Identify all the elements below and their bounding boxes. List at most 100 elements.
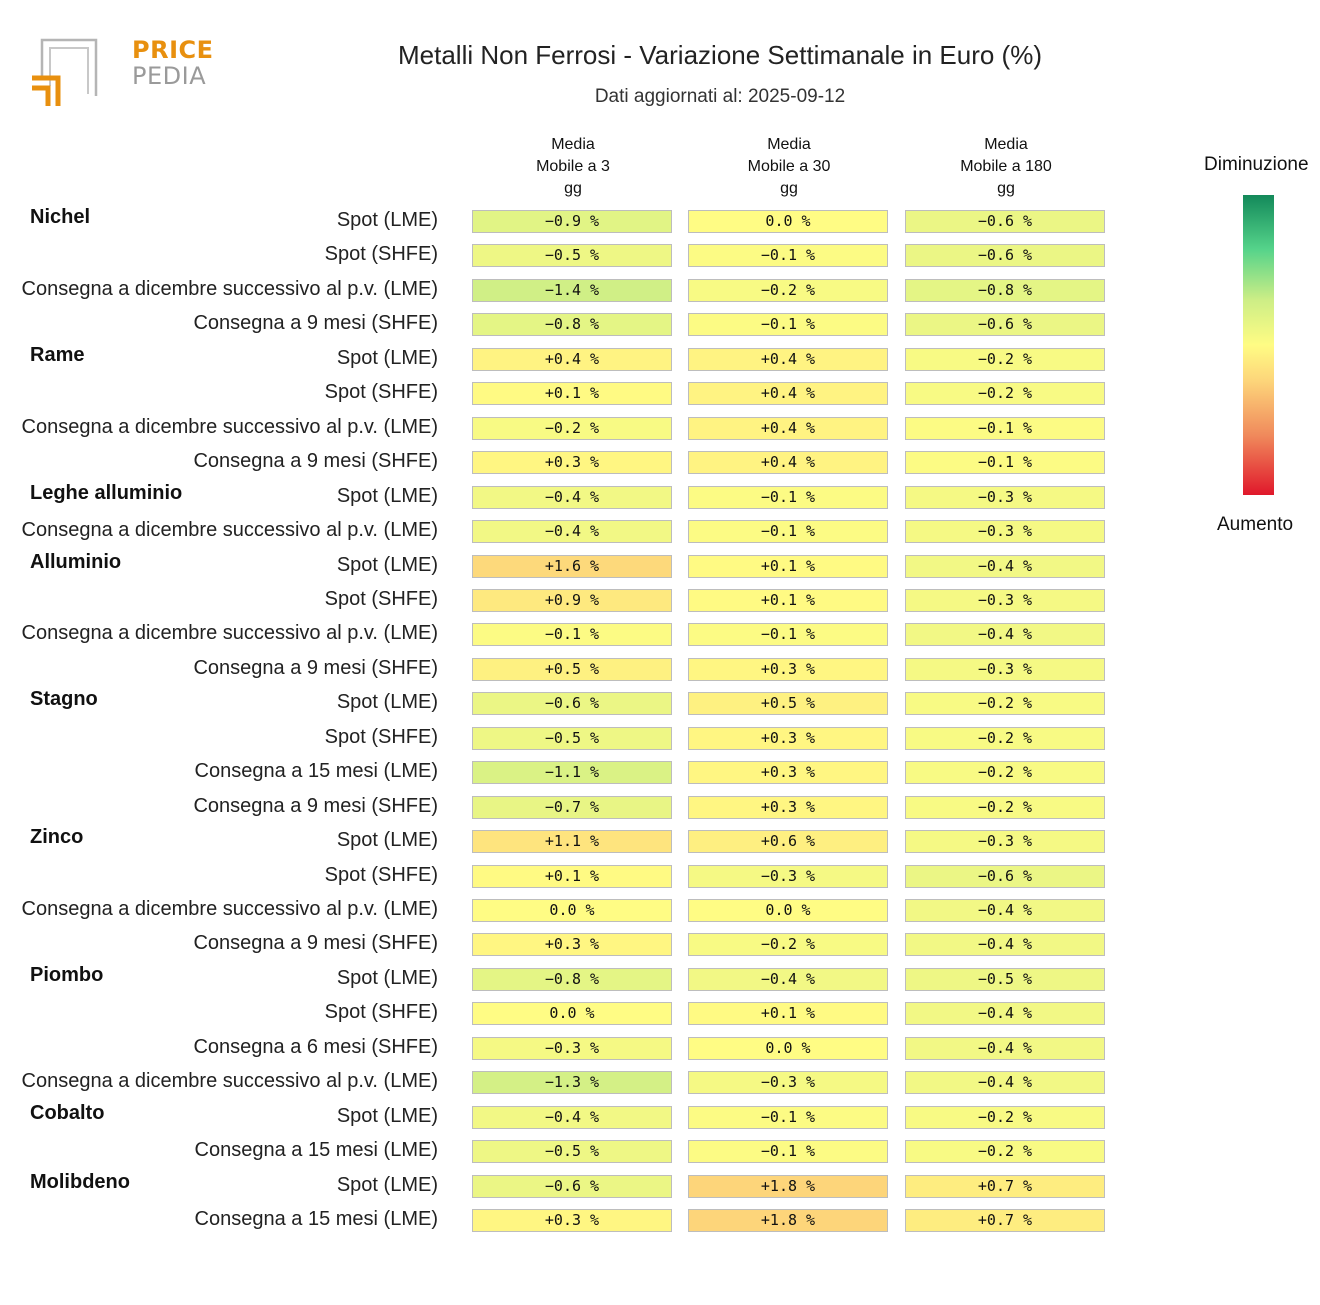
value-cell: +0.4 % — [688, 416, 888, 440]
value-cell: −0.6 % — [905, 210, 1105, 233]
value-cell: −0.5 % — [905, 967, 1105, 991]
value-cell: +0.5 % — [472, 657, 672, 681]
value-cell: +1.1 % — [472, 830, 672, 854]
value-cell: −0.1 % — [688, 313, 888, 337]
row-label: Consegna a 9 mesi (SHFE) — [193, 450, 438, 473]
value-cell: −0.9 % — [472, 210, 672, 233]
metal-group-label: Cobalto — [30, 1101, 105, 1124]
value-cell: +0.1 % — [472, 864, 672, 888]
value-cell: 0.0 % — [688, 210, 888, 233]
metal-group-label: Piombo — [30, 963, 104, 986]
metal-group-label: Alluminio — [30, 550, 122, 573]
row-label: Consegna a 9 mesi (SHFE) — [193, 656, 438, 679]
row-label: Consegna a dicembre successivo al p.v. (… — [21, 898, 438, 920]
row-label: Consegna a 9 mesi (SHFE) — [193, 932, 438, 955]
value-cell: +0.3 % — [472, 1209, 672, 1233]
value-cell: +0.4 % — [688, 382, 888, 406]
value-cell: +0.1 % — [688, 554, 888, 578]
chart-title: Metalli Non Ferrosi - Variazione Settima… — [398, 40, 1042, 70]
legend-top-label: Diminuzione — [1204, 154, 1309, 175]
value-cell: −0.8 % — [472, 313, 672, 337]
row-label: Consegna a 15 mesi (LME) — [194, 1208, 438, 1231]
value-cell: −0.4 % — [688, 967, 888, 991]
row-label: Consegna a 9 mesi (SHFE) — [193, 312, 438, 335]
value-cell: −0.2 % — [905, 761, 1105, 785]
value-cell: −0.2 % — [472, 416, 672, 440]
value-cell: −0.4 % — [905, 899, 1105, 922]
value-cell: +0.9 % — [472, 588, 672, 612]
value-cell: −0.8 % — [905, 278, 1105, 302]
row-label: Spot (SHFE) — [324, 381, 438, 404]
legend-bottom-label: Aumento — [1217, 514, 1294, 535]
value-cell: −0.2 % — [905, 1105, 1105, 1129]
value-cell: −0.3 % — [688, 1071, 888, 1095]
value-cell: −0.8 % — [472, 967, 672, 991]
column-header: Media Mobile a 3 gg — [536, 136, 610, 197]
value-cell: +0.3 % — [688, 726, 888, 750]
value-cell: +0.4 % — [688, 451, 888, 475]
metal-group-label: Stagno — [30, 688, 98, 711]
value-cell: −0.6 % — [905, 244, 1105, 268]
logo-mark-icon — [32, 38, 98, 106]
logo-price-text: PRICE — [132, 36, 214, 64]
value-cell: −0.2 % — [688, 278, 888, 302]
row-label: Consegna a 9 mesi (SHFE) — [193, 794, 438, 817]
logo-pedia-text: PEDIA — [132, 62, 207, 90]
row-label: Spot (SHFE) — [324, 725, 438, 748]
row-label: Spot (LME) — [336, 346, 438, 369]
chart-subtitle: Dati aggiornati al: 2025-09-12 — [594, 86, 846, 107]
value-cell: −0.2 % — [905, 347, 1105, 371]
value-cell: −0.4 % — [905, 1071, 1105, 1095]
value-cell: −0.1 % — [688, 1140, 888, 1164]
value-cell: −0.6 % — [472, 1174, 672, 1198]
value-cell: −0.6 % — [905, 313, 1105, 337]
value-cell: +0.3 % — [688, 795, 888, 819]
row-label: Spot (LME) — [336, 1173, 438, 1196]
value-cell: −0.2 % — [905, 382, 1105, 406]
row-label: Spot (SHFE) — [324, 587, 438, 610]
value-cell: −0.3 % — [905, 588, 1105, 612]
value-cell: −0.5 % — [472, 726, 672, 750]
value-cell: +0.5 % — [688, 692, 888, 716]
value-cell: 0.0 % — [472, 899, 672, 922]
value-cell: +0.3 % — [688, 761, 888, 785]
value-cell: 0.0 % — [472, 1002, 672, 1026]
value-cell: +0.4 % — [472, 347, 672, 371]
value-cell: −0.4 % — [472, 520, 672, 544]
row-label: Spot (LME) — [336, 553, 438, 576]
row-label: Consegna a dicembre successivo al p.v. (… — [21, 519, 438, 542]
value-cell: +0.3 % — [688, 657, 888, 681]
row-label: Spot (LME) — [336, 209, 438, 231]
value-cell: −0.3 % — [905, 657, 1105, 681]
row-label: Consegna a 6 mesi (SHFE) — [193, 1035, 438, 1058]
value-cell: −0.4 % — [905, 933, 1105, 957]
value-cell: −0.2 % — [905, 795, 1105, 819]
row-label: Consegna a dicembre successivo al p.v. (… — [21, 1070, 438, 1093]
value-cell: +0.3 % — [472, 451, 672, 475]
metal-group-label: Molibdeno — [30, 1170, 130, 1193]
column-header: Media Mobile a 30 gg — [747, 136, 831, 197]
value-cell: −0.1 % — [688, 520, 888, 544]
value-cell: 0.0 % — [688, 899, 888, 922]
value-cell: −0.4 % — [905, 1002, 1105, 1026]
value-cell: +1.6 % — [472, 554, 672, 578]
value-cell: −1.4 % — [472, 278, 672, 302]
value-cell: −0.1 % — [905, 451, 1105, 475]
row-label: Consegna a 15 mesi (LME) — [194, 760, 438, 783]
value-cell: −0.4 % — [905, 623, 1105, 647]
value-cell: −0.3 % — [905, 830, 1105, 854]
value-cell: +0.1 % — [688, 588, 888, 612]
pricepedia-logo: PRICE PEDIA — [30, 38, 213, 110]
value-cell: −0.5 % — [472, 1140, 672, 1164]
legend-color-scale — [1243, 195, 1274, 495]
row-label: Consegna a dicembre successivo al p.v. (… — [21, 415, 438, 438]
value-cell: −0.6 % — [905, 864, 1105, 888]
value-cell: −0.2 % — [905, 1140, 1105, 1164]
row-label: Spot (LME) — [336, 829, 438, 852]
row-label: Consegna a dicembre successivo al p.v. (… — [21, 277, 438, 300]
value-cell: −0.3 % — [905, 485, 1105, 509]
row-label: Spot (SHFE) — [324, 1001, 438, 1024]
value-cell: +0.1 % — [688, 1002, 888, 1026]
value-cell: −0.1 % — [688, 485, 888, 509]
value-cell: −1.3 % — [472, 1071, 672, 1095]
